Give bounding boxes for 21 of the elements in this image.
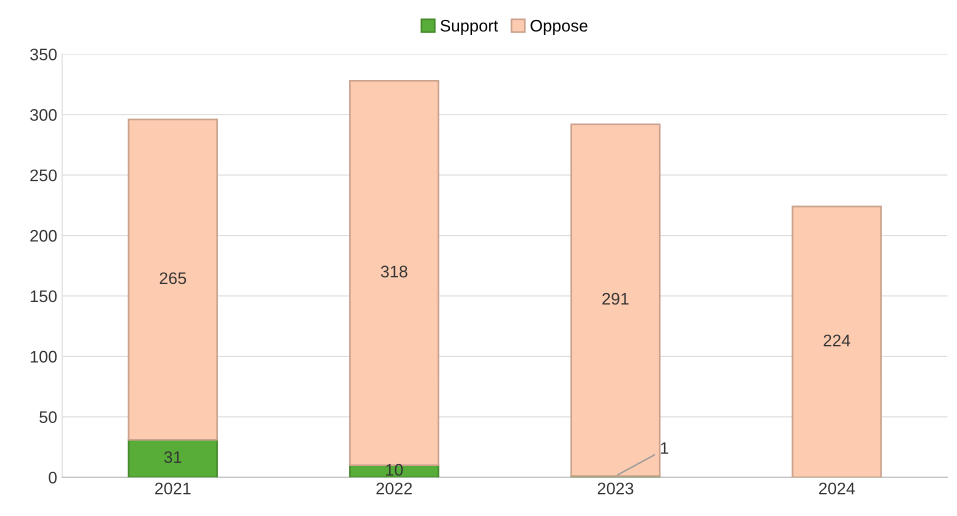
data-label: 318 <box>380 266 408 278</box>
x-tick-label: 2024 <box>819 482 855 494</box>
y-tick-label: 300 <box>30 109 57 121</box>
data-label: 291 <box>602 292 629 305</box>
x-tick-label: 2022 <box>376 482 412 494</box>
x-tick-label: 2021 <box>155 482 191 494</box>
y-tick-label: 0 <box>48 472 57 484</box>
y-tick-label: 100 <box>30 350 57 363</box>
y-tick-label: 50 <box>39 411 57 424</box>
y-tick-label: 350 <box>30 48 57 60</box>
y-tick-label: 150 <box>30 290 57 302</box>
data-label: 31 <box>164 451 182 464</box>
x-tick-label: 2023 <box>598 482 634 494</box>
y-tick-label: 250 <box>30 169 57 182</box>
data-label: 1 <box>661 442 668 454</box>
data-label: 10 <box>386 464 403 476</box>
legend-label: Oppose <box>530 20 588 35</box>
y-tick-label: 200 <box>30 230 57 242</box>
data-label: 265 <box>160 272 186 284</box>
legend-label: Support <box>440 20 498 35</box>
data-label: 224 <box>824 334 850 346</box>
